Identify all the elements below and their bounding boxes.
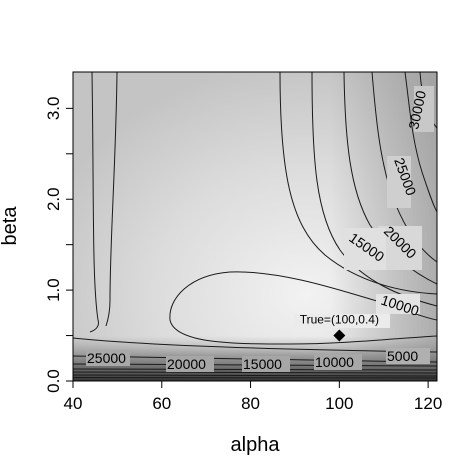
true-value-annotation: True=(100,0.4)	[294, 313, 390, 342]
contour-line-left-1	[105, 72, 118, 327]
x-tick-label: 100	[325, 394, 353, 413]
x-tick-label: 40	[64, 394, 83, 413]
x-tick-label: 60	[152, 394, 171, 413]
annotation-label-bg	[294, 314, 390, 328]
plot-area: 30000 25000 20000 15000 10000 5000 25000…	[73, 72, 437, 381]
y-axis-title: beta	[0, 206, 21, 246]
contour-label-30000: 30000	[405, 89, 429, 131]
contour-line-bottom-7	[73, 377, 437, 379]
contour-line-bottom-1	[73, 337, 437, 353]
y-tick-label: 2.0	[44, 187, 63, 211]
x-tick-label: 120	[414, 394, 442, 413]
true-value-marker	[333, 329, 346, 342]
contour-label-5000: 5000	[387, 348, 418, 364]
contour-line-bottom-5	[73, 371, 437, 374]
y-axis: 0.0 1.0 2.0 3.0	[44, 97, 73, 393]
contour-label-15000-bottom: 15000	[243, 356, 282, 372]
contour-label-backgrounds	[86, 86, 434, 372]
y-tick-label: 1.0	[44, 278, 63, 302]
plot-border	[72, 71, 438, 382]
contour-label-20000-bottom: 20000	[167, 356, 206, 372]
x-tick-label: 80	[241, 394, 260, 413]
contour-label-10000-bottom: 10000	[315, 354, 354, 370]
contour-line-left-2	[89, 72, 99, 333]
x-axis-title: alpha	[231, 434, 281, 456]
contour-line-12000	[279, 72, 437, 295]
contour-line-bottom-6	[73, 374, 437, 377]
annotation-label: True=(100,0.4)	[300, 313, 379, 327]
y-tick-label: 0.0	[44, 369, 63, 393]
y-tick-label: 3.0	[44, 97, 63, 121]
x-axis: 40 60 80 100 120	[64, 381, 442, 413]
contour-line-30000	[404, 72, 437, 213]
contour-label-25000-bottom: 25000	[87, 350, 126, 366]
contour-line-15000	[311, 72, 437, 307]
